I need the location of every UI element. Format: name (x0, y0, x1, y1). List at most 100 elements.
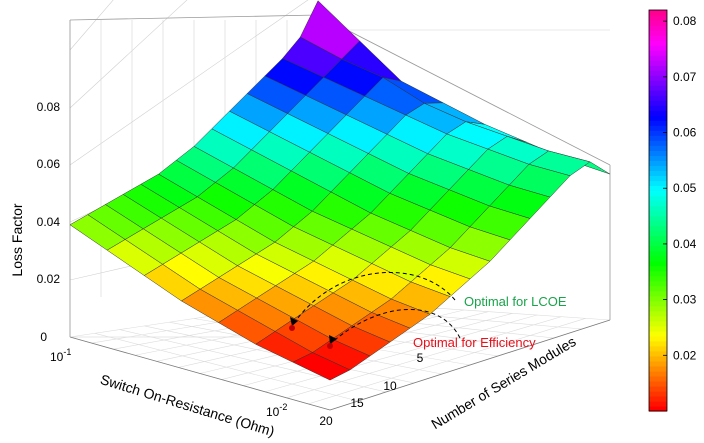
annotation-efficiency: Optimal for Efficiency (413, 335, 536, 350)
colorbar-frame (648, 9, 668, 412)
colorbar-segment (649, 345, 667, 352)
colorbar-segment (649, 375, 667, 382)
colorbar-segment (649, 115, 667, 121)
colorbar-segment (649, 390, 667, 397)
surface-plot (69, 0, 611, 381)
grid-line (94, 333, 359, 402)
grid-line (69, 336, 331, 411)
x-axis-label: Switch On-Resistance (Ohm) (98, 371, 276, 439)
colorbar-segment (649, 110, 667, 116)
annotations: Optimal for LCOE Optimal for Efficiency (289, 272, 567, 350)
y-tick-3: 20 (319, 414, 333, 428)
colorbar-segment (649, 65, 667, 71)
colorbar-segment (649, 20, 667, 26)
colorbar-segment (649, 310, 667, 317)
colorbar-segment (649, 385, 667, 392)
colorbar-tick-label: 0.06 (673, 126, 697, 140)
colorbar-segment (649, 275, 667, 282)
colorbar-segment (649, 360, 667, 367)
z-tick-0: 0 (40, 330, 47, 344)
colorbar-segment (649, 35, 667, 41)
grid-line (69, 0, 188, 109)
colorbar-segment (649, 245, 667, 252)
colorbar-segment (649, 70, 667, 76)
annotation-lcoe: Optimal for LCOE (464, 294, 567, 309)
lcoe-optimum-marker (289, 325, 295, 331)
colorbar-segment (649, 220, 667, 227)
colorbar-segment (649, 50, 667, 56)
colorbar-segment (649, 240, 667, 247)
colorbar-segment (649, 55, 667, 61)
colorbar-segment (649, 145, 667, 151)
z-tick-3: 0.06 (37, 157, 61, 171)
colorbar-tick-label: 0.03 (673, 293, 697, 307)
colorbar-segment (649, 80, 667, 86)
colorbar-segment (649, 205, 667, 212)
colorbar-segment (649, 295, 667, 302)
colorbar-segment (649, 325, 667, 332)
colorbar-segment (649, 400, 667, 407)
colorbar-segment (649, 370, 667, 377)
colorbar-segment (649, 305, 667, 312)
colorbar-segment (649, 250, 667, 257)
grid-line (69, 0, 114, 51)
colorbar-segment (649, 140, 667, 146)
colorbar-segment (649, 195, 667, 202)
colorbar-segment (649, 255, 667, 262)
colorbar-segment (649, 200, 667, 207)
y-tick-0: 5 (417, 351, 424, 365)
colorbar-segment (649, 300, 667, 307)
colorbar-segment (649, 270, 667, 277)
colorbar-segment (649, 45, 667, 51)
colorbar-segment (649, 405, 667, 412)
colorbar-segment (649, 150, 667, 156)
colorbar-segment (649, 40, 667, 46)
colorbar-segment (649, 290, 667, 297)
colorbar-segment (649, 210, 667, 217)
lcoe-arrowhead (290, 317, 298, 326)
colorbar-segment (649, 215, 667, 222)
colorbar-segment (649, 335, 667, 342)
y-tick-1: 10 (383, 379, 397, 393)
colorbar-segment (649, 395, 667, 402)
colorbar-segment (649, 265, 667, 272)
z-axis-label: Loss Factor (9, 203, 25, 276)
grid-line (329, 319, 611, 411)
colorbar-segment (649, 95, 667, 101)
colorbar-segment (649, 355, 667, 362)
colorbar-segment (649, 100, 667, 106)
colorbar-segment (649, 260, 667, 267)
efficiency-arrow (329, 309, 461, 345)
colorbar-segment (649, 125, 667, 131)
x-tick-0: 10-1 (50, 347, 71, 364)
colorbar: 0.02 0.03 0.04 0.05 0.06 0.07 0.08 (648, 9, 697, 412)
colorbar-segment (649, 10, 667, 16)
efficiency-arrowhead (329, 335, 337, 344)
lcoe-arrow (291, 272, 456, 327)
colorbar-tick-label: 0.04 (673, 237, 697, 251)
colorbar-segment (649, 85, 667, 91)
efficiency-optimum-marker (327, 343, 333, 349)
colorbar-segment (649, 90, 667, 96)
y-tick-2: 15 (350, 396, 364, 410)
colorbar-segment (649, 130, 667, 136)
colorbar-segment (649, 285, 667, 292)
grid-line (119, 329, 387, 393)
colorbar-segment (649, 135, 667, 141)
colorbar-segment (649, 160, 667, 166)
colorbar-segment (649, 170, 667, 177)
colorbar-segment (649, 180, 667, 187)
colorbar-segment (649, 350, 667, 357)
colorbar-segment (649, 280, 667, 287)
colorbar-segment (649, 30, 667, 36)
colorbar-segment (649, 380, 667, 387)
colorbar-segment (649, 185, 667, 192)
colorbar-segment (649, 340, 667, 347)
colorbar-tick-label: 0.02 (673, 348, 697, 362)
z-tick-2: 0.04 (37, 215, 61, 229)
grid-line (69, 14, 319, 21)
x-tick-1: 10-2 (266, 402, 287, 419)
colorbar-tick-label: 0.08 (673, 14, 697, 28)
colorbar-segment (649, 165, 667, 171)
